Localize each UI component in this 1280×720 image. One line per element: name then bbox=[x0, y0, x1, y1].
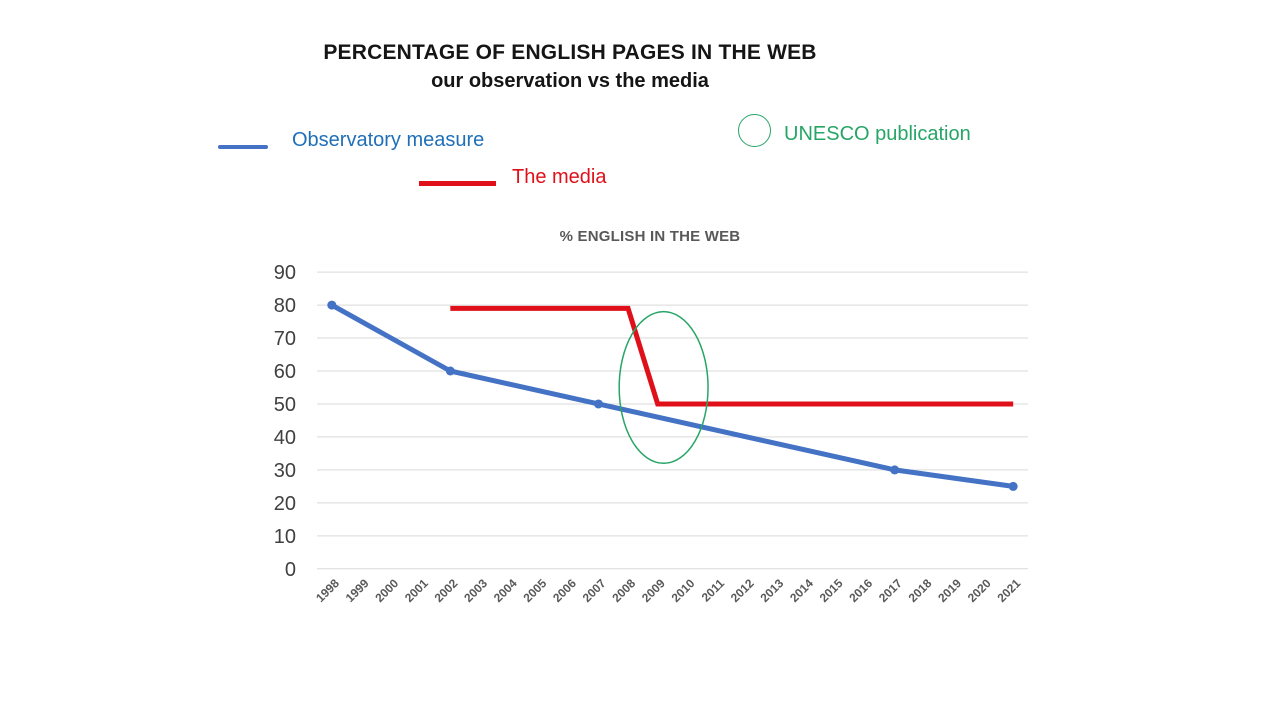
svg-text:20: 20 bbox=[274, 493, 296, 515]
svg-text:2008: 2008 bbox=[609, 576, 638, 605]
svg-text:2012: 2012 bbox=[728, 576, 757, 605]
data-point-marker bbox=[445, 366, 455, 376]
svg-text:60: 60 bbox=[274, 361, 296, 383]
svg-text:2017: 2017 bbox=[876, 576, 905, 605]
svg-text:2020: 2020 bbox=[965, 576, 994, 605]
slide-title: PERCENTAGE OF ENGLISH PAGES IN THE WEB o… bbox=[170, 38, 970, 95]
data-point-marker bbox=[1008, 481, 1018, 491]
svg-text:2016: 2016 bbox=[846, 576, 875, 605]
data-point-marker bbox=[890, 465, 900, 475]
svg-text:2015: 2015 bbox=[817, 576, 846, 605]
data-point-marker bbox=[593, 399, 603, 409]
svg-text:2013: 2013 bbox=[758, 576, 787, 605]
svg-text:2004: 2004 bbox=[491, 576, 520, 605]
unesco-legend-label: UNESCO publication bbox=[784, 123, 971, 145]
svg-text:40: 40 bbox=[274, 427, 296, 449]
media-legend-swatch bbox=[419, 181, 496, 186]
observatory-legend-label: Observatory measure bbox=[292, 129, 485, 151]
svg-text:70: 70 bbox=[274, 328, 296, 350]
observatory-series bbox=[327, 300, 1018, 491]
unesco-circle-icon bbox=[738, 114, 771, 147]
data-point-marker bbox=[327, 300, 337, 310]
unesco-annotation-ellipse bbox=[618, 310, 709, 465]
title-line-1: PERCENTAGE OF ENGLISH PAGES IN THE WEB bbox=[323, 41, 817, 64]
svg-text:2003: 2003 bbox=[461, 576, 490, 605]
y-axis-labels: 0 10 20 30 40 50 60 70 80 90 bbox=[274, 262, 296, 581]
svg-text:90: 90 bbox=[274, 262, 296, 284]
media-series bbox=[450, 305, 1014, 407]
svg-text:2002: 2002 bbox=[432, 576, 461, 605]
svg-text:2009: 2009 bbox=[639, 576, 668, 605]
chart-title: % ENGLISH IN THE WEB bbox=[559, 228, 741, 245]
svg-text:1998: 1998 bbox=[313, 576, 342, 605]
svg-text:2000: 2000 bbox=[372, 576, 401, 605]
svg-text:0: 0 bbox=[285, 559, 296, 581]
svg-text:2010: 2010 bbox=[669, 576, 698, 605]
svg-text:2007: 2007 bbox=[580, 576, 609, 605]
svg-text:50: 50 bbox=[274, 394, 296, 416]
svg-text:2005: 2005 bbox=[521, 576, 550, 605]
svg-text:2021: 2021 bbox=[995, 576, 1024, 605]
svg-text:2019: 2019 bbox=[935, 576, 964, 605]
svg-text:2006: 2006 bbox=[550, 576, 579, 605]
svg-text:2001: 2001 bbox=[402, 576, 431, 605]
x-axis-labels: 1998 1999 2000 2001 2002 2003 2004 2005 2006 2007… bbox=[313, 576, 1023, 605]
svg-text:80: 80 bbox=[274, 295, 296, 317]
media-legend-label: The media bbox=[512, 166, 607, 188]
svg-text:30: 30 bbox=[274, 460, 296, 482]
svg-text:2011: 2011 bbox=[699, 576, 728, 605]
svg-text:2014: 2014 bbox=[787, 576, 816, 605]
title-line-2: our observation vs the media bbox=[431, 70, 709, 92]
observatory-legend-swatch bbox=[218, 145, 268, 149]
svg-text:10: 10 bbox=[274, 526, 296, 548]
svg-text:1999: 1999 bbox=[343, 576, 372, 605]
svg-text:2018: 2018 bbox=[906, 576, 935, 605]
